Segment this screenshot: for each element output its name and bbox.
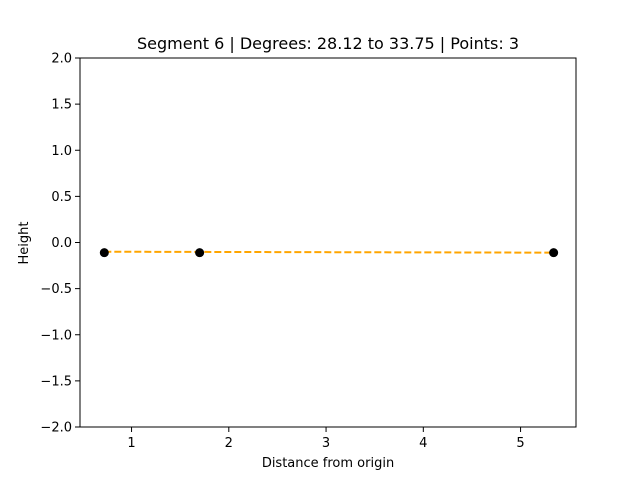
data-point <box>195 248 205 258</box>
y-tick-label: 0.5 <box>51 190 72 205</box>
y-tick-label: −1.5 <box>40 374 72 389</box>
x-tick-label: 2 <box>225 436 233 451</box>
y-tick-label: 0.0 <box>51 236 72 251</box>
y-tick-label: −1.0 <box>40 328 72 343</box>
x-tick-label: 4 <box>419 436 427 451</box>
y-tick-label: −0.5 <box>40 282 72 297</box>
chart-title: Segment 6 | Degrees: 28.12 to 33.75 | Po… <box>137 34 519 53</box>
x-tick-label: 3 <box>322 436 330 451</box>
x-tick-label: 1 <box>127 436 135 451</box>
plot-area: 1 2 3 4 5 −2.0 −1.5 −1.0 −0.5 0.0 0.5 1.0 1.5 2.0 <box>40 52 577 451</box>
y-tick-label: −2.0 <box>40 421 72 436</box>
data-point <box>99 248 109 258</box>
y-tick-label: 1.5 <box>51 98 72 113</box>
x-axis-label: Distance from origin <box>262 456 394 471</box>
x-tick-label: 5 <box>516 436 524 451</box>
y-tick-label: 1.0 <box>51 144 72 159</box>
plot-frame <box>79 57 577 428</box>
y-axis-label: Height <box>17 222 32 265</box>
data-point <box>549 248 559 258</box>
y-tick-label: 2.0 <box>51 52 72 67</box>
trend-line <box>104 250 554 254</box>
